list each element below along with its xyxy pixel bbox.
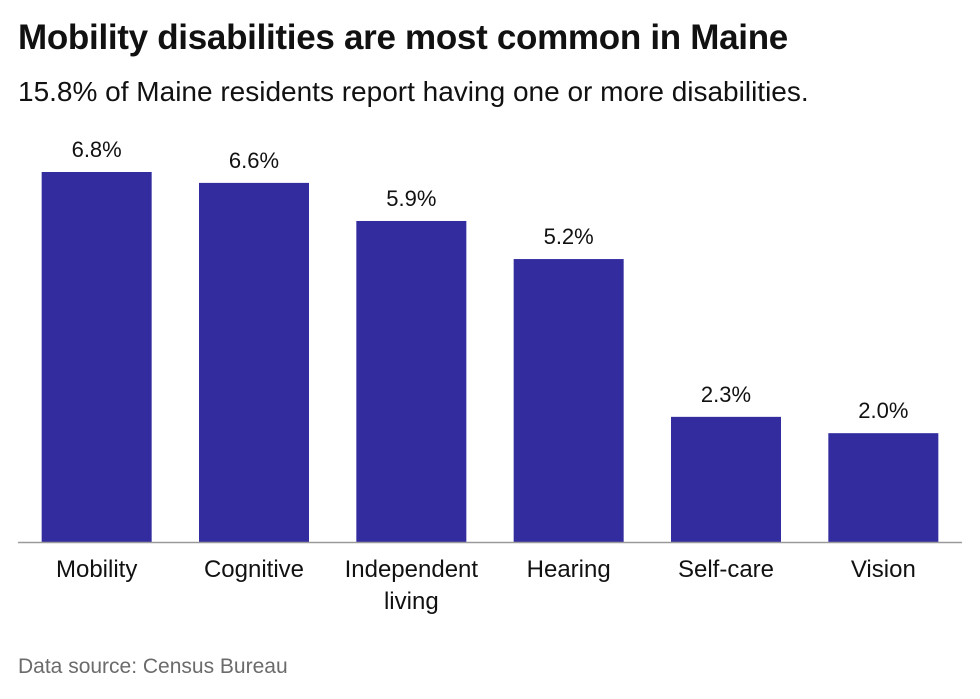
data-label-0: 6.8% [72, 137, 122, 162]
data-label-2: 5.9% [386, 186, 436, 211]
data-label-4: 2.3% [701, 382, 751, 407]
bar-5 [828, 433, 939, 542]
data-label-5: 2.0% [858, 398, 908, 423]
category-label-5: Vision [851, 556, 916, 583]
bar-1 [199, 182, 309, 542]
category-label-1: Cognitive [204, 556, 304, 583]
bar-2 [356, 220, 467, 542]
bar-0 [41, 172, 152, 542]
bar-4 [671, 416, 781, 542]
bar-3 [513, 259, 624, 542]
data-label-1: 6.6% [229, 148, 279, 173]
category-label-2: Independent living [345, 556, 479, 615]
chart-subtitle: 15.8% of Maine residents report having o… [18, 76, 809, 107]
chart-title: Mobility disabilities are most common in… [18, 18, 788, 57]
category-label-3: Hearing [527, 556, 611, 583]
category-label-0: Mobility [56, 556, 137, 583]
category-label-4: Self-care [678, 556, 774, 583]
data-source: Data source: Census Bureau [18, 655, 288, 678]
data-label-3: 5.2% [544, 224, 594, 249]
